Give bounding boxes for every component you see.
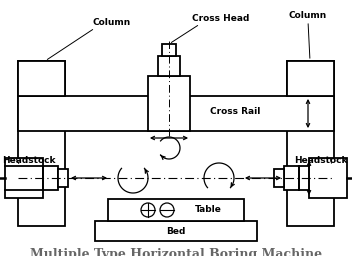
Bar (158, 56, 180, 76)
Text: Column: Column (93, 18, 131, 27)
Bar (309, 158, 347, 198)
Bar (287, 61, 334, 226)
Bar (95, 221, 257, 241)
Bar (5, 158, 43, 198)
Text: Headstock: Headstock (2, 156, 56, 165)
Bar (162, 44, 176, 56)
Bar (148, 76, 190, 131)
Text: Multiple Type Horizontal Boring Machine: Multiple Type Horizontal Boring Machine (30, 248, 322, 256)
Text: Bed: Bed (166, 227, 186, 236)
Text: Column: Column (289, 11, 327, 20)
Text: Cross Rail: Cross Rail (210, 106, 260, 115)
Bar (274, 169, 284, 187)
Bar (43, 166, 58, 190)
Bar (284, 166, 299, 190)
Bar (287, 61, 334, 96)
Bar (18, 96, 334, 131)
Bar (18, 61, 65, 96)
Bar (18, 61, 65, 226)
Bar (108, 199, 244, 221)
Bar (58, 169, 68, 187)
Text: Table: Table (195, 206, 222, 215)
Text: Cross Head: Cross Head (192, 14, 249, 23)
Text: Headstock: Headstock (295, 156, 348, 165)
